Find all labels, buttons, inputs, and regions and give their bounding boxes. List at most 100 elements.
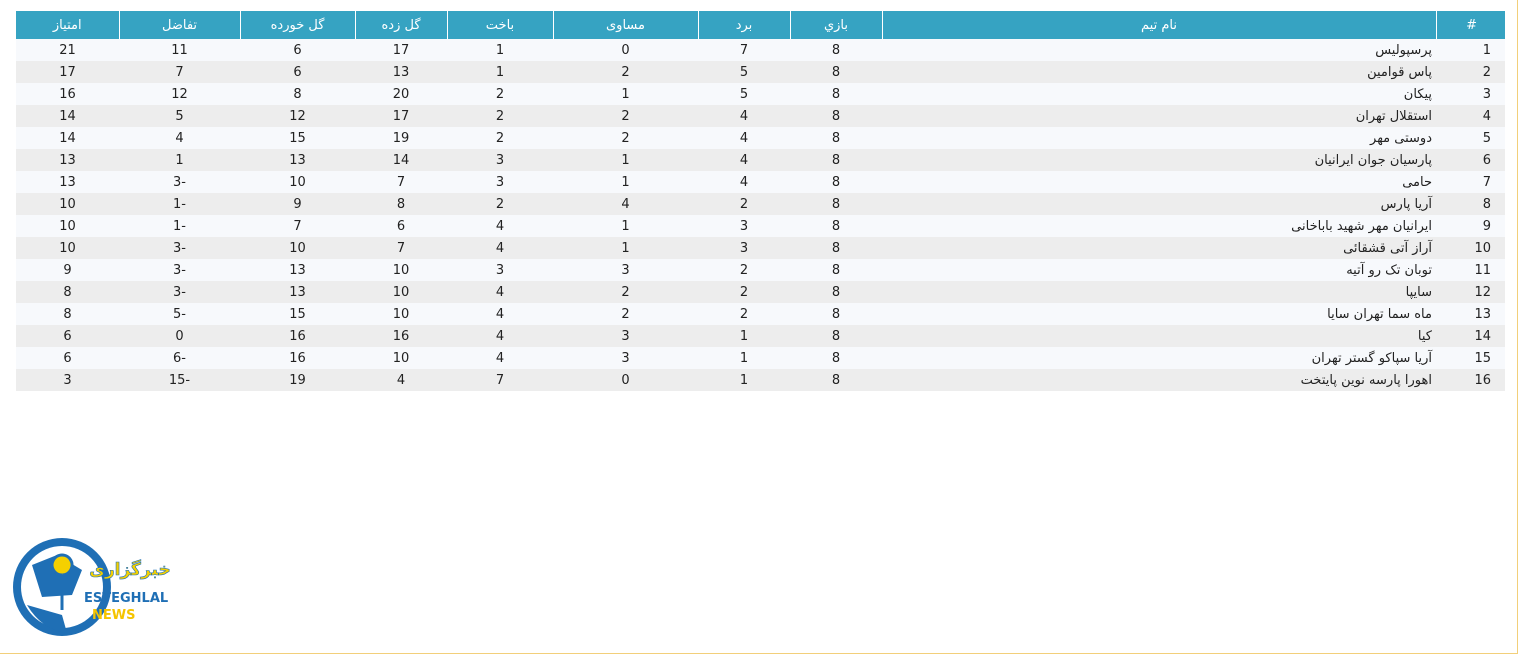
team-name: پاس قوامین: [882, 61, 1436, 83]
table-row: 15 آریا سپاکو گستر تهران 8 1 3 4 10 16 -6 6: [16, 347, 1505, 369]
stat-cell: 10: [355, 347, 447, 369]
stat-cell: 5: [698, 61, 790, 83]
rank-cell: 4: [1436, 105, 1505, 127]
stat-cell: 4: [698, 105, 790, 127]
rank-cell: 8: [1436, 193, 1505, 215]
table-row: 16 اهورا پارسه نوین پایتخت 8 1 0 7 4 19 -15 3: [16, 369, 1505, 391]
stat-cell: 1: [447, 61, 553, 83]
stat-cell: -6: [119, 347, 240, 369]
stat-cell: 4: [698, 171, 790, 193]
team-name: پرسپولیس: [882, 39, 1436, 61]
table-row: 7 حامی 8 4 1 3 7 10 -3 13: [16, 171, 1505, 193]
stat-cell: 7: [447, 369, 553, 391]
stat-cell: 3: [447, 171, 553, 193]
standings-table: # نام تیم بازي برد مساوی باخت گل زده گل خورده تف…: [16, 11, 1505, 391]
rank-cell: 3: [1436, 83, 1505, 105]
stat-cell: 7: [355, 171, 447, 193]
stat-cell: 10: [355, 303, 447, 325]
stat-cell: 10: [355, 259, 447, 281]
column-header: گل زده: [354, 11, 447, 39]
team-name: توبان تک رو آتیه: [882, 259, 1436, 281]
table-row: 6 پارسیان جوان ایرانیان 8 4 1 3 14 13 1 13: [16, 149, 1505, 171]
stat-cell: 2: [553, 281, 698, 303]
rank-cell: 2: [1436, 61, 1505, 83]
stat-cell: 7: [355, 237, 447, 259]
table-row: 5 دوستی مهر 8 4 2 2 19 15 4 14: [16, 127, 1505, 149]
stat-cell: 8: [790, 325, 882, 347]
logo-persian: خبرگزاری: [89, 559, 170, 580]
stat-cell: 4: [447, 303, 553, 325]
stat-cell: 7: [119, 61, 240, 83]
logo-pin: [50, 553, 74, 610]
table-body: 1 پرسپولیس 8 7 0 1 17 6 11 21 2 پاس قوامین 8 5 2 1 13 6 7 1…: [16, 39, 1505, 391]
column-header: نام تیم: [881, 11, 1436, 39]
table-row: 9 ایرانیان مهر شهید باباخانی 8 3 1 4 6 7 -1 10: [16, 215, 1505, 237]
stat-cell: 4: [553, 193, 698, 215]
column-header: امتیاز: [16, 11, 119, 39]
stat-cell: 9: [240, 193, 355, 215]
stat-cell: 10: [16, 237, 119, 259]
rank-cell: 1: [1436, 39, 1505, 61]
stat-cell: 1: [553, 83, 698, 105]
stat-cell: -5: [119, 303, 240, 325]
stat-cell: 8: [790, 237, 882, 259]
stat-cell: 7: [240, 215, 355, 237]
rank-cell: 12: [1436, 281, 1505, 303]
stat-cell: 3: [16, 369, 119, 391]
stat-cell: 10: [16, 215, 119, 237]
column-header: #: [1435, 11, 1505, 39]
stat-cell: 4: [447, 237, 553, 259]
table-row: 4 استقلال تهران 8 4 2 2 17 12 5 14: [16, 105, 1505, 127]
stat-cell: 13: [355, 61, 447, 83]
team-name: استقلال تهران: [882, 105, 1436, 127]
column-header: بازي: [789, 11, 882, 39]
column-header: تفاضل: [118, 11, 240, 39]
table-row: 13 ماه سما تهران سایا 8 2 2 4 10 15 -5 8: [16, 303, 1505, 325]
stat-cell: 8: [790, 127, 882, 149]
team-name: کیا: [882, 325, 1436, 347]
stat-cell: 13: [240, 259, 355, 281]
stat-cell: 8: [790, 347, 882, 369]
column-header: مساوی: [552, 11, 698, 39]
stat-cell: 16: [240, 325, 355, 347]
stat-cell: 8: [790, 149, 882, 171]
stat-cell: 20: [355, 83, 447, 105]
rank-cell: 7: [1436, 171, 1505, 193]
stat-cell: 1: [698, 369, 790, 391]
team-name: پارسیان جوان ایرانیان: [882, 149, 1436, 171]
team-name: حامی: [882, 171, 1436, 193]
stat-cell: 8: [240, 83, 355, 105]
rank-cell: 16: [1436, 369, 1505, 391]
stat-cell: 2: [553, 303, 698, 325]
stat-cell: 1: [698, 325, 790, 347]
stat-cell: 2: [698, 259, 790, 281]
rank-cell: 14: [1436, 325, 1505, 347]
header-row: # نام تیم بازي برد مساوی باخت گل زده گل خورده تف…: [16, 11, 1505, 39]
stat-cell: 15: [240, 303, 355, 325]
stat-cell: 0: [119, 325, 240, 347]
stat-cell: 10: [240, 171, 355, 193]
stat-cell: 2: [553, 127, 698, 149]
rank-cell: 5: [1436, 127, 1505, 149]
table-row: 14 کیا 8 1 3 4 16 16 0 6: [16, 325, 1505, 347]
stat-cell: 6: [16, 347, 119, 369]
stat-cell: -3: [119, 259, 240, 281]
stat-cell: -3: [119, 171, 240, 193]
stat-cell: 3: [698, 237, 790, 259]
stat-cell: 3: [698, 215, 790, 237]
stat-cell: 6: [355, 215, 447, 237]
stat-cell: 6: [16, 325, 119, 347]
stat-cell: 4: [447, 281, 553, 303]
table-row: 8 آریا پارس 8 2 4 2 8 9 -1 10: [16, 193, 1505, 215]
stat-cell: 19: [240, 369, 355, 391]
stat-cell: 6: [240, 61, 355, 83]
stat-cell: 13: [16, 171, 119, 193]
stat-cell: 6: [240, 39, 355, 61]
stat-cell: 1: [553, 149, 698, 171]
stat-cell: 15: [240, 127, 355, 149]
stat-cell: 8: [790, 259, 882, 281]
team-name: آریا پارس: [882, 193, 1436, 215]
stat-cell: 17: [16, 61, 119, 83]
stat-cell: 13: [240, 149, 355, 171]
